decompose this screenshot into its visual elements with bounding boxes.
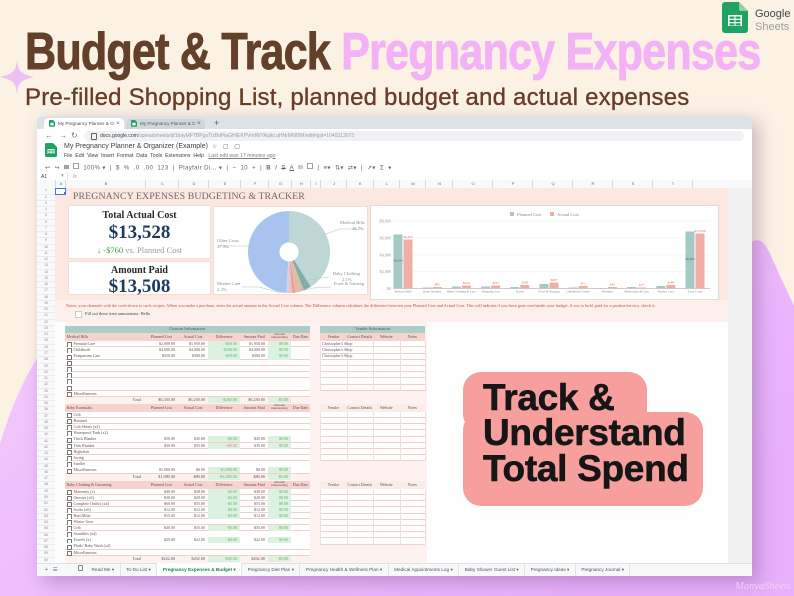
svg-text:$8,000: $8,000: [379, 219, 391, 225]
svg-text:Actual Cost: Actual Cost: [557, 212, 580, 217]
svg-text:Medical Bills: Medical Bills: [394, 290, 412, 294]
svg-text:Baby Nursery: Baby Nursery: [423, 290, 441, 294]
svg-text:$6,000: $6,000: [379, 236, 391, 242]
svg-text:Total Costs: Total Costs: [688, 290, 703, 294]
svg-text:$340: $340: [521, 281, 528, 285]
svg-text:Planned Cost: Planned Cost: [517, 212, 542, 217]
svg-text:Food & Nursing: Food & Nursing: [539, 290, 560, 294]
svg-text:$95: $95: [435, 283, 440, 287]
svg-text:$607: $607: [551, 278, 558, 282]
svg-text:$72: $72: [581, 282, 586, 286]
svg-text:$40: $40: [610, 283, 615, 287]
svg-text:Travel: Travel: [516, 290, 524, 294]
svg-text:$257: $257: [492, 281, 499, 285]
svg-text:$6,284: $6,284: [393, 259, 403, 264]
svg-text:$410: $410: [463, 281, 470, 285]
svg-text:Shopping List: Shopping List: [482, 290, 500, 294]
svg-text:Medication & Care: Medication & Care: [624, 290, 649, 294]
svg-text:$6,284: $6,284: [685, 257, 695, 262]
svg-text:$2,000: $2,000: [379, 269, 391, 275]
svg-text:Birthing: Birthing: [602, 290, 613, 294]
svg-text:Mother Care: Mother Care: [658, 290, 675, 294]
svg-text:$13,528: $13,528: [694, 229, 705, 234]
svg-text:Childbirth Classes: Childbirth Classes: [566, 290, 590, 294]
svg-text:$249: $249: [667, 281, 674, 285]
svg-text:$4,000: $4,000: [379, 253, 391, 259]
svg-text:$0: $0: [387, 286, 391, 291]
svg-text:$77: $77: [639, 283, 644, 287]
svg-text:Baby Clothing & Care: Baby Clothing & Care: [447, 290, 476, 294]
svg-text:$6,425: $6,425: [403, 235, 413, 240]
